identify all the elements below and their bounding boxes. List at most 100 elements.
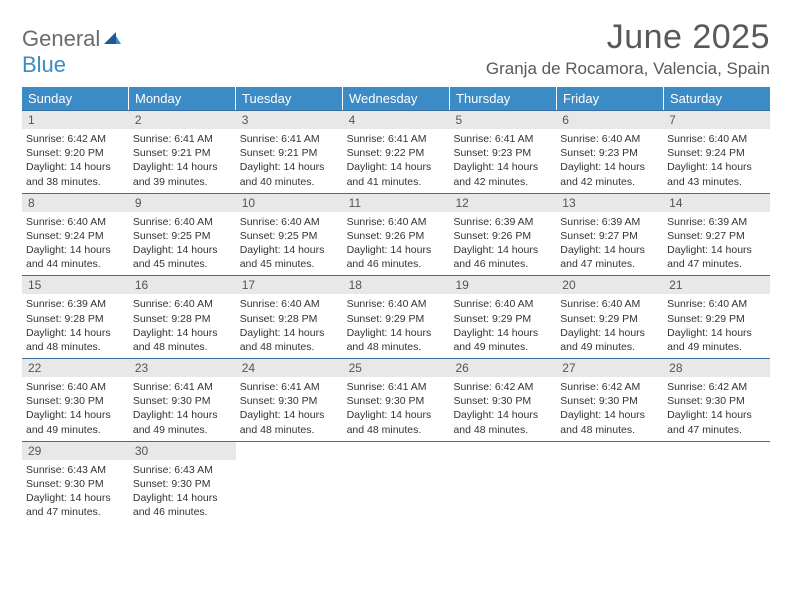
calendar-day: 19Sunrise: 6:40 AMSunset: 9:29 PMDayligh…	[449, 276, 556, 358]
day-number: 1	[22, 111, 129, 129]
calendar-day: 5Sunrise: 6:41 AMSunset: 9:23 PMDaylight…	[449, 111, 556, 193]
day-header-row: SundayMondayTuesdayWednesdayThursdayFrid…	[22, 87, 770, 110]
day-info: Sunrise: 6:39 AMSunset: 9:26 PMDaylight:…	[449, 212, 556, 276]
calendar-day: 22Sunrise: 6:40 AMSunset: 9:30 PMDayligh…	[22, 359, 129, 441]
day-info: Sunrise: 6:39 AMSunset: 9:27 PMDaylight:…	[663, 212, 770, 276]
calendar-day: 11Sunrise: 6:40 AMSunset: 9:26 PMDayligh…	[343, 194, 450, 276]
calendar-day: 24Sunrise: 6:41 AMSunset: 9:30 PMDayligh…	[236, 359, 343, 441]
day-number: 7	[663, 111, 770, 129]
day-number: 3	[236, 111, 343, 129]
day-info: Sunrise: 6:41 AMSunset: 9:23 PMDaylight:…	[449, 129, 556, 193]
calendar-day: 14Sunrise: 6:39 AMSunset: 9:27 PMDayligh…	[663, 194, 770, 276]
day-info: Sunrise: 6:40 AMSunset: 9:23 PMDaylight:…	[556, 129, 663, 193]
calendar-day: 17Sunrise: 6:40 AMSunset: 9:28 PMDayligh…	[236, 276, 343, 358]
day-info: Sunrise: 6:40 AMSunset: 9:29 PMDaylight:…	[663, 294, 770, 358]
day-number: 29	[22, 442, 129, 460]
day-info: Sunrise: 6:39 AMSunset: 9:27 PMDaylight:…	[556, 212, 663, 276]
day-number: 19	[449, 276, 556, 294]
calendar-body: 1Sunrise: 6:42 AMSunset: 9:20 PMDaylight…	[22, 110, 770, 523]
day-number: 11	[343, 194, 450, 212]
day-number: 25	[343, 359, 450, 377]
day-number: 22	[22, 359, 129, 377]
calendar-day: 8Sunrise: 6:40 AMSunset: 9:24 PMDaylight…	[22, 194, 129, 276]
calendar-day: 16Sunrise: 6:40 AMSunset: 9:28 PMDayligh…	[129, 276, 236, 358]
day-info: Sunrise: 6:40 AMSunset: 9:28 PMDaylight:…	[236, 294, 343, 358]
day-info: Sunrise: 6:39 AMSunset: 9:28 PMDaylight:…	[22, 294, 129, 358]
calendar-day: 25Sunrise: 6:41 AMSunset: 9:30 PMDayligh…	[343, 359, 450, 441]
calendar-day: 12Sunrise: 6:39 AMSunset: 9:26 PMDayligh…	[449, 194, 556, 276]
day-number: 9	[129, 194, 236, 212]
day-number: 13	[556, 194, 663, 212]
calendar-week: 8Sunrise: 6:40 AMSunset: 9:24 PMDaylight…	[22, 193, 770, 276]
calendar-day: 20Sunrise: 6:40 AMSunset: 9:29 PMDayligh…	[556, 276, 663, 358]
calendar-week: 1Sunrise: 6:42 AMSunset: 9:20 PMDaylight…	[22, 110, 770, 193]
day-header: Tuesday	[236, 87, 343, 110]
day-header: Sunday	[22, 87, 129, 110]
calendar-day-empty	[236, 442, 343, 524]
day-number: 27	[556, 359, 663, 377]
day-number: 10	[236, 194, 343, 212]
day-header: Thursday	[450, 87, 557, 110]
day-number: 30	[129, 442, 236, 460]
calendar-day: 21Sunrise: 6:40 AMSunset: 9:29 PMDayligh…	[663, 276, 770, 358]
day-info: Sunrise: 6:40 AMSunset: 9:30 PMDaylight:…	[22, 377, 129, 441]
location-text: Granja de Rocamora, Valencia, Spain	[486, 59, 770, 79]
calendar-day: 1Sunrise: 6:42 AMSunset: 9:20 PMDaylight…	[22, 111, 129, 193]
day-number: 23	[129, 359, 236, 377]
day-header: Wednesday	[343, 87, 450, 110]
calendar-week: 29Sunrise: 6:43 AMSunset: 9:30 PMDayligh…	[22, 441, 770, 524]
page-title: June 2025	[486, 18, 770, 57]
calendar-day: 23Sunrise: 6:41 AMSunset: 9:30 PMDayligh…	[129, 359, 236, 441]
day-header: Saturday	[664, 87, 770, 110]
calendar-day: 3Sunrise: 6:41 AMSunset: 9:21 PMDaylight…	[236, 111, 343, 193]
calendar-day: 13Sunrise: 6:39 AMSunset: 9:27 PMDayligh…	[556, 194, 663, 276]
day-number: 26	[449, 359, 556, 377]
calendar-day: 28Sunrise: 6:42 AMSunset: 9:30 PMDayligh…	[663, 359, 770, 441]
logo-sail-icon	[102, 33, 122, 50]
day-info: Sunrise: 6:41 AMSunset: 9:22 PMDaylight:…	[343, 129, 450, 193]
title-block: June 2025 Granja de Rocamora, Valencia, …	[486, 18, 770, 79]
calendar-day: 7Sunrise: 6:40 AMSunset: 9:24 PMDaylight…	[663, 111, 770, 193]
day-info: Sunrise: 6:42 AMSunset: 9:20 PMDaylight:…	[22, 129, 129, 193]
day-info: Sunrise: 6:41 AMSunset: 9:21 PMDaylight:…	[236, 129, 343, 193]
calendar-day: 27Sunrise: 6:42 AMSunset: 9:30 PMDayligh…	[556, 359, 663, 441]
day-info: Sunrise: 6:40 AMSunset: 9:29 PMDaylight:…	[556, 294, 663, 358]
header: General Blue June 2025 Granja de Rocamor…	[22, 18, 770, 79]
calendar-day: 4Sunrise: 6:41 AMSunset: 9:22 PMDaylight…	[343, 111, 450, 193]
day-number: 15	[22, 276, 129, 294]
day-number: 17	[236, 276, 343, 294]
day-info: Sunrise: 6:42 AMSunset: 9:30 PMDaylight:…	[556, 377, 663, 441]
day-number: 2	[129, 111, 236, 129]
day-number: 6	[556, 111, 663, 129]
day-info: Sunrise: 6:40 AMSunset: 9:26 PMDaylight:…	[343, 212, 450, 276]
logo-text: General Blue	[22, 26, 122, 78]
day-info: Sunrise: 6:42 AMSunset: 9:30 PMDaylight:…	[449, 377, 556, 441]
day-info: Sunrise: 6:40 AMSunset: 9:29 PMDaylight:…	[343, 294, 450, 358]
day-number: 28	[663, 359, 770, 377]
day-info: Sunrise: 6:40 AMSunset: 9:24 PMDaylight:…	[22, 212, 129, 276]
calendar-day: 15Sunrise: 6:39 AMSunset: 9:28 PMDayligh…	[22, 276, 129, 358]
calendar-day: 26Sunrise: 6:42 AMSunset: 9:30 PMDayligh…	[449, 359, 556, 441]
day-number: 24	[236, 359, 343, 377]
day-number: 16	[129, 276, 236, 294]
calendar-day-empty	[449, 442, 556, 524]
day-info: Sunrise: 6:42 AMSunset: 9:30 PMDaylight:…	[663, 377, 770, 441]
day-number: 14	[663, 194, 770, 212]
day-number: 12	[449, 194, 556, 212]
day-number: 21	[663, 276, 770, 294]
calendar-day-empty	[663, 442, 770, 524]
day-number: 18	[343, 276, 450, 294]
day-info: Sunrise: 6:40 AMSunset: 9:28 PMDaylight:…	[129, 294, 236, 358]
day-number: 4	[343, 111, 450, 129]
calendar-day-empty	[343, 442, 450, 524]
day-info: Sunrise: 6:43 AMSunset: 9:30 PMDaylight:…	[22, 460, 129, 524]
calendar-day: 2Sunrise: 6:41 AMSunset: 9:21 PMDaylight…	[129, 111, 236, 193]
calendar-day: 18Sunrise: 6:40 AMSunset: 9:29 PMDayligh…	[343, 276, 450, 358]
calendar-day-empty	[556, 442, 663, 524]
day-info: Sunrise: 6:41 AMSunset: 9:30 PMDaylight:…	[343, 377, 450, 441]
logo-general: General	[22, 26, 100, 51]
day-info: Sunrise: 6:41 AMSunset: 9:30 PMDaylight:…	[236, 377, 343, 441]
calendar-day: 6Sunrise: 6:40 AMSunset: 9:23 PMDaylight…	[556, 111, 663, 193]
day-number: 20	[556, 276, 663, 294]
day-info: Sunrise: 6:40 AMSunset: 9:25 PMDaylight:…	[129, 212, 236, 276]
